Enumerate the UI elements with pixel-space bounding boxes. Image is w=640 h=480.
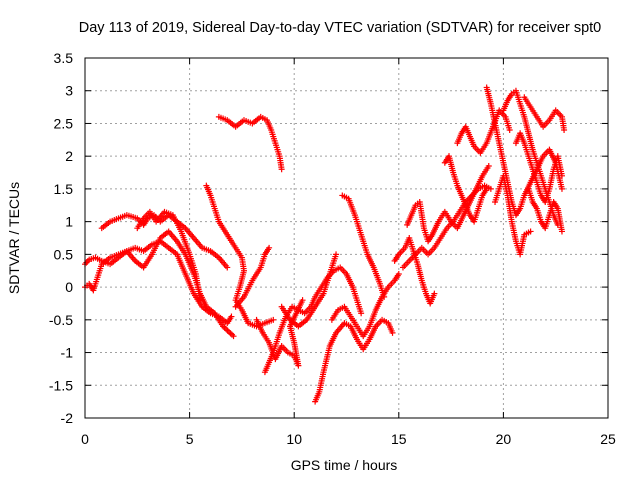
data-point — [431, 290, 438, 297]
data-point — [266, 244, 273, 251]
data-series-2 — [82, 228, 237, 340]
data-point — [197, 297, 204, 304]
data-point — [506, 127, 513, 133]
data-series-17 — [441, 153, 490, 225]
data-point — [224, 264, 231, 271]
data-point — [223, 326, 230, 333]
data-point — [358, 310, 365, 317]
chart-title: Day 113 of 2019, Sidereal Day-to-day VTE… — [79, 20, 601, 36]
data-point — [389, 329, 396, 336]
y-tick-label: -1 — [61, 345, 74, 361]
y-axis-label: SDTVAR / TECUs — [6, 182, 22, 294]
data-series-14 — [391, 235, 438, 307]
data-point — [558, 172, 565, 179]
x-tick-label: 5 — [186, 431, 194, 447]
x-axis-label: GPS time / hours — [291, 457, 398, 473]
data-point — [561, 127, 568, 133]
y-tick-label: 2.5 — [54, 115, 74, 131]
data-series-11 — [312, 316, 396, 405]
data-points — [82, 84, 568, 405]
data-series-10 — [278, 251, 340, 330]
data-point — [299, 297, 306, 304]
data-series-18 — [454, 107, 513, 156]
data-point — [527, 228, 534, 235]
y-tick-label: 0 — [65, 279, 73, 295]
data-series-20 — [492, 172, 534, 258]
y-tick-label: 1 — [65, 214, 73, 230]
y-tick-label: -0.5 — [49, 312, 73, 328]
data-point — [224, 327, 231, 334]
data-point — [558, 228, 565, 235]
x-tick-label: 25 — [600, 431, 616, 447]
data-point — [333, 251, 340, 258]
y-tick-label: -1.5 — [49, 377, 73, 393]
data-series-24 — [525, 185, 565, 235]
data-series-6 — [232, 244, 273, 310]
data-point — [270, 316, 277, 323]
y-tick-label: 2 — [65, 148, 73, 164]
data-point — [278, 166, 285, 173]
x-tick-label: 10 — [286, 431, 302, 447]
data-point — [227, 330, 234, 337]
data-point — [485, 163, 492, 169]
plot-frame — [84, 57, 609, 419]
axis-ticks: 0 5 10 15 20 25 -2 -1.5 -1 -0.5 0 0.5 1 1.5 2 2.5 3 3.5 — [49, 50, 616, 447]
data-series-23 — [521, 94, 568, 133]
data-point — [228, 313, 235, 320]
data-point — [229, 331, 236, 338]
x-tick-label: 15 — [391, 431, 407, 447]
y-tick-label: 1.5 — [54, 181, 74, 197]
data-series-4 — [134, 208, 204, 304]
data-series-5 — [203, 182, 277, 330]
data-series-13 — [339, 192, 388, 300]
data-series-19 — [483, 84, 565, 219]
data-series-3 — [98, 212, 231, 271]
data-point — [558, 185, 565, 192]
x-tick-label: 0 — [81, 431, 89, 447]
y-tick-label: -2 — [61, 410, 74, 426]
grid-lines — [85, 58, 608, 418]
data-point — [226, 328, 233, 335]
data-point — [381, 293, 388, 300]
data-series-22 — [512, 130, 565, 205]
x-tick-label: 20 — [496, 431, 512, 447]
y-tick-label: 3.5 — [54, 50, 74, 66]
y-tick-label: 3 — [65, 83, 73, 99]
data-point — [483, 185, 490, 192]
data-point — [395, 271, 402, 277]
y-tick-label: 0.5 — [54, 246, 74, 262]
data-series-7 — [215, 113, 285, 173]
data-point — [230, 333, 237, 340]
